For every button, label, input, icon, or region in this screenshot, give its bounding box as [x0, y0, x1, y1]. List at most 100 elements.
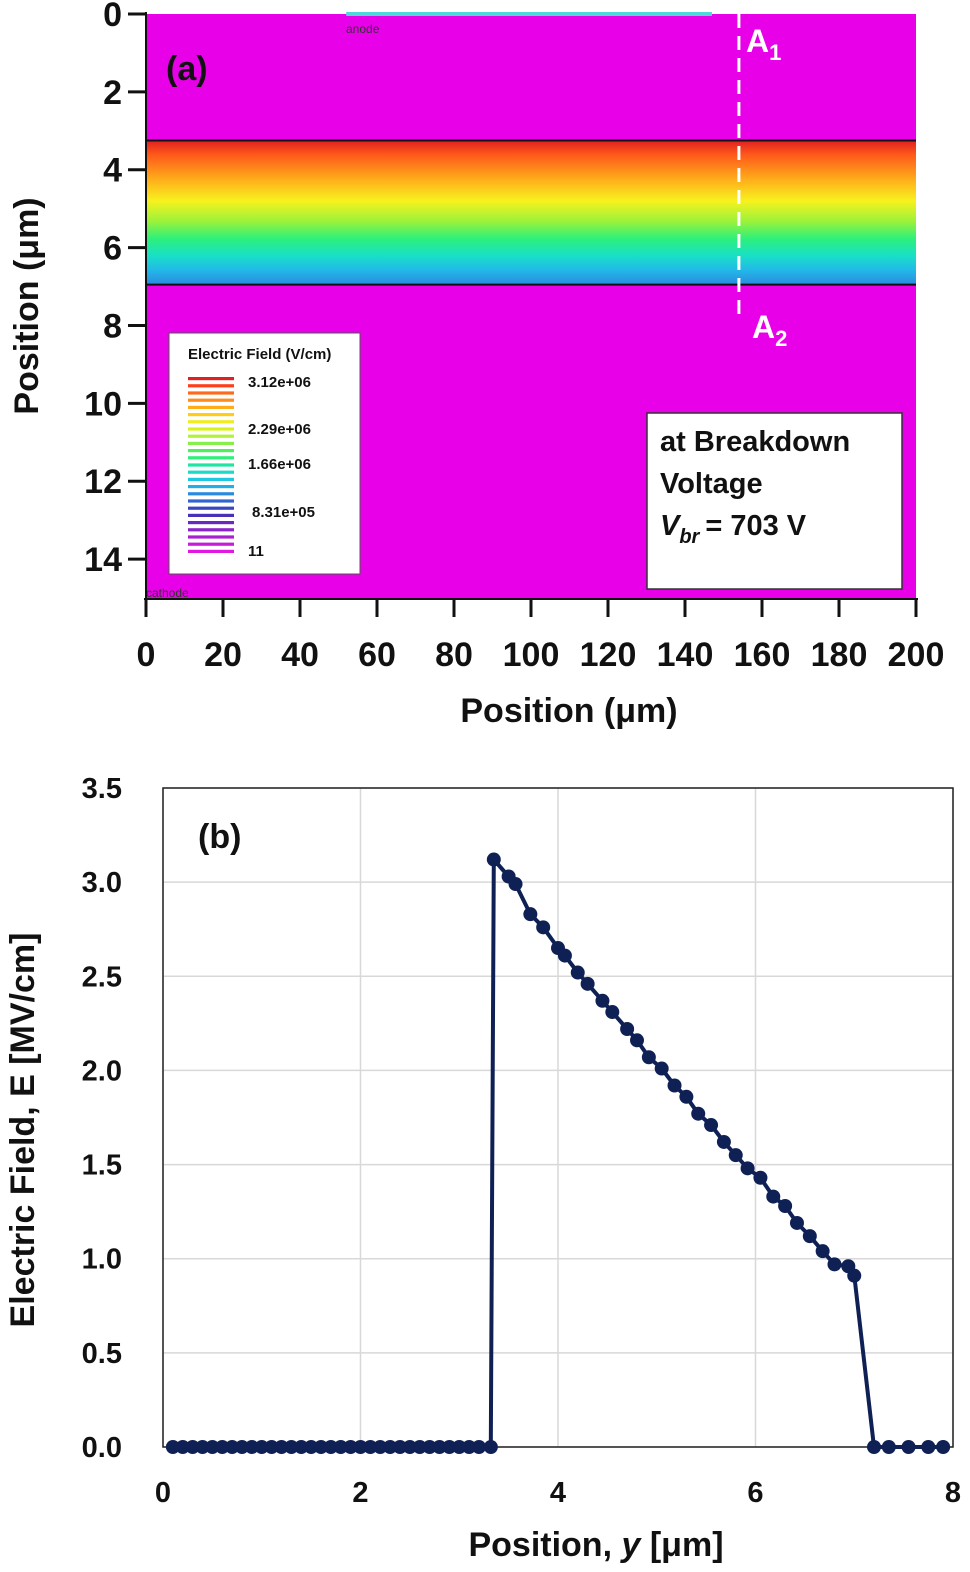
- x-tick-label-0: 0: [155, 1477, 171, 1509]
- data-point-45: [630, 1033, 644, 1048]
- data-point-33: [486, 852, 501, 867]
- plot-frame: [162, 787, 954, 1448]
- data-point-7: [235, 1440, 249, 1454]
- data-point-56: [766, 1189, 781, 1204]
- cathode-label: cathode: [146, 586, 189, 600]
- y-tick-label-4: 4: [103, 152, 122, 190]
- legend-strip-5: [188, 413, 234, 417]
- x-tick-label-120: 120: [580, 636, 637, 674]
- data-point-55: [753, 1170, 768, 1185]
- panel-a-y-ticks: 0 2 4 6 8 10 12 14: [84, 0, 146, 579]
- data-point-0: [165, 1440, 180, 1454]
- legend-strip-0: [188, 377, 234, 381]
- y-tick-label-0.5: 0.5: [82, 1338, 122, 1370]
- info-line-1: at Breakdown: [660, 426, 850, 458]
- data-point-66: [901, 1440, 916, 1454]
- data-point-67: [921, 1440, 936, 1454]
- x-tick-label-100: 100: [503, 636, 560, 674]
- legend-value-4: 8.31e+05: [252, 504, 315, 521]
- legend-title: Electric Field (V/cm): [188, 346, 331, 363]
- legend-strip-9: [188, 441, 234, 445]
- panel-b-x-axis-title: Position, y [μm]: [468, 1526, 723, 1564]
- legend-strip-18: [188, 506, 234, 510]
- y-tick-label-0: 0: [103, 0, 122, 34]
- legend-strip-6: [188, 420, 234, 424]
- x-tick-label-8: 8: [945, 1477, 961, 1509]
- data-point-8: [244, 1440, 259, 1454]
- data-point-48: [667, 1078, 682, 1093]
- data-point-32: [483, 1440, 498, 1454]
- data-point-46: [641, 1050, 656, 1065]
- cutline-label-a2: A2: [752, 309, 787, 351]
- data-point-16: [323, 1440, 338, 1454]
- x-tick-label-4: 4: [550, 1477, 566, 1509]
- legend-strip-11: [188, 456, 234, 460]
- breakdown-info-box: at Breakdown Voltage Vbr = 703 V: [646, 412, 903, 590]
- y-tick-label-6: 6: [103, 230, 122, 268]
- legend-strip-4: [188, 405, 234, 409]
- data-point-25: [412, 1440, 427, 1454]
- legend-strip-22: [188, 535, 234, 539]
- info-line-3: Vbr = 703 V: [660, 510, 807, 548]
- data-point-64: [867, 1440, 881, 1454]
- data-point-53: [728, 1148, 743, 1163]
- legend-strip-12: [188, 463, 234, 467]
- legend-strip-24: [188, 549, 234, 553]
- legend-strip-1: [188, 384, 234, 388]
- data-point-12: [284, 1440, 299, 1454]
- cutline-label-a1: A1: [746, 23, 781, 65]
- data-point-5: [215, 1440, 230, 1454]
- data-point-9: [254, 1440, 269, 1454]
- data-point-21: [373, 1440, 388, 1454]
- legend-strip-3: [188, 398, 234, 402]
- y-tick-label-3.0: 3.0: [82, 867, 122, 899]
- legend-strip-17: [188, 499, 234, 503]
- y-tick-label-12: 12: [84, 463, 122, 501]
- data-point-42: [595, 993, 610, 1008]
- y-tick-label-14: 14: [84, 541, 122, 579]
- data-point-11: [274, 1440, 289, 1454]
- panel-a-x-ticks: 0 20 40 60 80 100 120 140 160 180 200: [137, 599, 944, 674]
- legend-value-max: 3.12e+06: [248, 374, 311, 391]
- data-point-41: [580, 976, 595, 991]
- legend-strip-21: [188, 528, 234, 532]
- y-tick-label-2: 2: [103, 74, 122, 112]
- x-tick-label-0: 0: [137, 636, 156, 674]
- data-point-58: [789, 1215, 804, 1230]
- data-point-43: [605, 1005, 620, 1020]
- data-point-19: [353, 1440, 368, 1454]
- y-tick-label-2.5: 2.5: [82, 961, 122, 993]
- data-point-40: [570, 965, 585, 980]
- data-point-47: [654, 1061, 669, 1076]
- panel-b-x-ticks: 0 2 4 6 8: [155, 1477, 961, 1509]
- panel-a-heatmap: anode cathode A1 A2 (a) Electric Field (…: [8, 0, 944, 730]
- data-point-18: [343, 1440, 358, 1454]
- legend-strip-14: [188, 477, 234, 481]
- x-tick-label-140: 140: [657, 636, 714, 674]
- data-point-31: [472, 1440, 486, 1454]
- legend-value-2: 2.29e+06: [248, 421, 311, 438]
- legend-value-min: 11: [248, 543, 264, 560]
- data-point-44: [620, 1022, 635, 1037]
- data-point-59: [802, 1229, 817, 1244]
- data-point-2: [185, 1440, 200, 1454]
- data-point-35: [508, 877, 523, 892]
- data-point-13: [294, 1440, 309, 1454]
- data-point-37: [536, 920, 551, 935]
- x-tick-label-160: 160: [734, 636, 791, 674]
- data-point-65: [881, 1440, 896, 1454]
- legend-strip-7: [188, 427, 234, 431]
- y-tick-label-2.0: 2.0: [82, 1055, 122, 1087]
- data-point-50: [691, 1106, 706, 1121]
- panel-a-x-axis-title: Position (μm): [460, 692, 677, 730]
- x-tick-label-60: 60: [358, 636, 396, 674]
- data-point-61: [827, 1257, 842, 1272]
- legend-strip-16: [188, 492, 234, 496]
- data-point-22: [383, 1440, 398, 1454]
- legend-strip-20: [188, 521, 234, 525]
- data-point-29: [452, 1440, 467, 1454]
- x-tick-label-6: 6: [747, 1477, 763, 1509]
- data-point-6: [225, 1440, 240, 1454]
- legend-color-strips: [188, 377, 234, 553]
